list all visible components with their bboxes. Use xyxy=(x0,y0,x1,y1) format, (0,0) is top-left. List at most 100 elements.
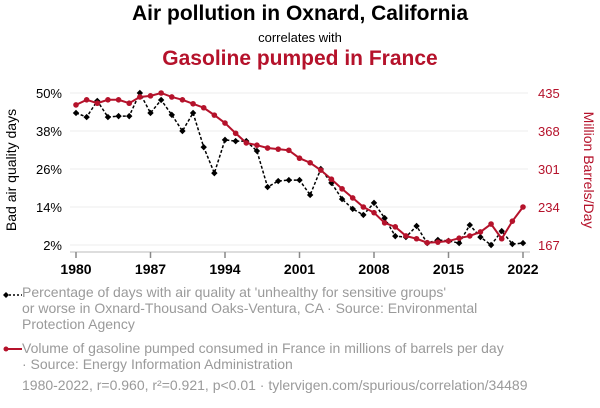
data-point-gasoline xyxy=(94,100,101,107)
data-point-gasoline xyxy=(243,140,250,146)
data-point-gasoline xyxy=(349,195,356,201)
data-point-gasoline xyxy=(179,97,186,103)
data-point-air-quality xyxy=(232,137,239,145)
data-point-air-quality xyxy=(115,112,122,120)
data-point-air-quality xyxy=(519,239,527,247)
data-point-air-quality xyxy=(264,183,271,191)
data-point-air-quality xyxy=(168,111,175,119)
data-point-gasoline xyxy=(445,238,452,244)
data-point-air-quality xyxy=(285,176,293,184)
data-point-gasoline xyxy=(413,235,420,242)
data-point-air-quality xyxy=(370,199,378,207)
data-point-air-quality xyxy=(253,147,261,155)
data-point-air-quality xyxy=(381,214,388,222)
y-tick-label-left: 38% xyxy=(36,124,62,139)
y-tick-label-right: 234 xyxy=(538,200,560,215)
data-point-air-quality xyxy=(275,177,282,185)
data-point-air-quality xyxy=(189,109,197,117)
data-point-air-quality xyxy=(455,239,463,247)
data-point-air-quality xyxy=(211,169,218,177)
data-point-air-quality xyxy=(83,113,90,121)
data-point-gasoline xyxy=(73,102,79,108)
data-point-air-quality xyxy=(392,232,399,240)
data-point-air-quality xyxy=(477,233,484,241)
data-point-gasoline xyxy=(339,186,345,192)
y-tick-label-right: 301 xyxy=(538,162,560,177)
data-point-gasoline xyxy=(168,94,175,100)
data-point-gasoline xyxy=(126,100,133,107)
y-tick-label-left: 50% xyxy=(36,86,62,101)
data-point-gasoline xyxy=(488,221,494,227)
x-tick-label: 1994 xyxy=(209,261,240,277)
data-point-air-quality xyxy=(338,195,346,203)
data-point-air-quality xyxy=(487,241,495,249)
data-point-gasoline xyxy=(371,209,377,216)
data-point-air-quality xyxy=(179,127,186,135)
data-point-air-quality xyxy=(349,205,356,213)
data-point-gasoline xyxy=(424,239,431,246)
x-tick-label: 2008 xyxy=(358,261,389,277)
data-point-gasoline xyxy=(264,145,271,151)
chart-title: Air pollution in Oxnard, California xyxy=(131,2,468,25)
data-point-gasoline xyxy=(190,100,196,107)
data-point-air-quality xyxy=(296,176,303,184)
y-axis-label-right: Million Barrels/Day xyxy=(581,112,597,229)
data-point-air-quality xyxy=(72,109,80,117)
data-point-gasoline xyxy=(222,120,228,126)
data-point-air-quality xyxy=(104,113,112,121)
data-point-gasoline xyxy=(498,235,505,242)
legend-marker-dashed-diamond-icon xyxy=(3,292,22,298)
y-tick-label-left: 2% xyxy=(43,238,62,253)
legend-text-line: or worse in Oxnard-Thousand Oaks-Ventura… xyxy=(22,300,478,316)
legend-text-line: Protection Agency xyxy=(22,316,135,332)
data-point-gasoline xyxy=(477,229,484,235)
data-point-gasoline xyxy=(392,224,399,230)
data-point-gasoline xyxy=(520,204,526,210)
chart-plot: 2% 14% 26% 38% 50% 167 234 301 368 435 1980 1987 199… xyxy=(3,86,597,277)
data-point-gasoline xyxy=(232,130,239,137)
data-point-gasoline xyxy=(403,233,409,239)
data-point-air-quality xyxy=(306,191,314,199)
y-tick-label-right: 435 xyxy=(538,86,560,101)
data-point-gasoline xyxy=(200,104,207,111)
data-point-gasoline xyxy=(105,97,111,103)
data-point-air-quality xyxy=(360,211,367,219)
data-point-gasoline xyxy=(83,97,90,103)
data-point-air-quality xyxy=(498,227,505,235)
series-gasoline xyxy=(73,90,526,246)
legend-marker-line-circle-icon xyxy=(3,346,22,352)
data-point-gasoline xyxy=(360,204,367,210)
data-point-air-quality xyxy=(509,240,516,248)
data-point-air-quality xyxy=(413,222,420,230)
data-point-gasoline xyxy=(275,146,282,152)
chart-subtitle: correlates with xyxy=(258,30,342,45)
legend-text-line: Volume of gasoline pumped consumed in Fr… xyxy=(22,340,504,356)
data-point-gasoline xyxy=(435,239,441,245)
data-point-gasoline xyxy=(115,97,122,103)
data-point-gasoline xyxy=(158,90,164,96)
data-point-air-quality xyxy=(126,112,133,120)
data-point-air-quality xyxy=(221,136,229,144)
data-point-air-quality xyxy=(200,143,207,151)
y-tick-label-left: 14% xyxy=(36,200,62,215)
legend-text-line: · Source: Energy Information Administrat… xyxy=(22,356,293,372)
footer-stats: 1980-2022, r=0.960, r²=0.921, p<0.01 · t… xyxy=(22,377,528,393)
data-point-gasoline xyxy=(509,218,516,224)
axes: 2% 14% 26% 38% 50% 167 234 301 368 435 1980 1987 199… xyxy=(36,86,560,277)
x-tick-label: 1980 xyxy=(60,261,91,277)
data-point-gasoline xyxy=(296,155,303,162)
data-point-gasoline xyxy=(317,167,324,173)
data-point-gasoline xyxy=(456,235,462,241)
x-tick-label: 1987 xyxy=(135,261,166,277)
gridlines xyxy=(70,92,528,246)
data-point-gasoline xyxy=(328,176,335,183)
data-point-gasoline xyxy=(381,220,388,226)
y-tick-label-right: 167 xyxy=(538,238,560,253)
data-point-air-quality xyxy=(157,96,165,104)
x-tick-label: 2015 xyxy=(433,261,464,277)
y-tick-label-left: 26% xyxy=(36,162,62,177)
x-tick-label: 2022 xyxy=(507,261,538,277)
data-point-air-quality xyxy=(466,221,473,229)
y-tick-label-right: 368 xyxy=(538,124,560,139)
data-point-gasoline xyxy=(466,233,473,239)
